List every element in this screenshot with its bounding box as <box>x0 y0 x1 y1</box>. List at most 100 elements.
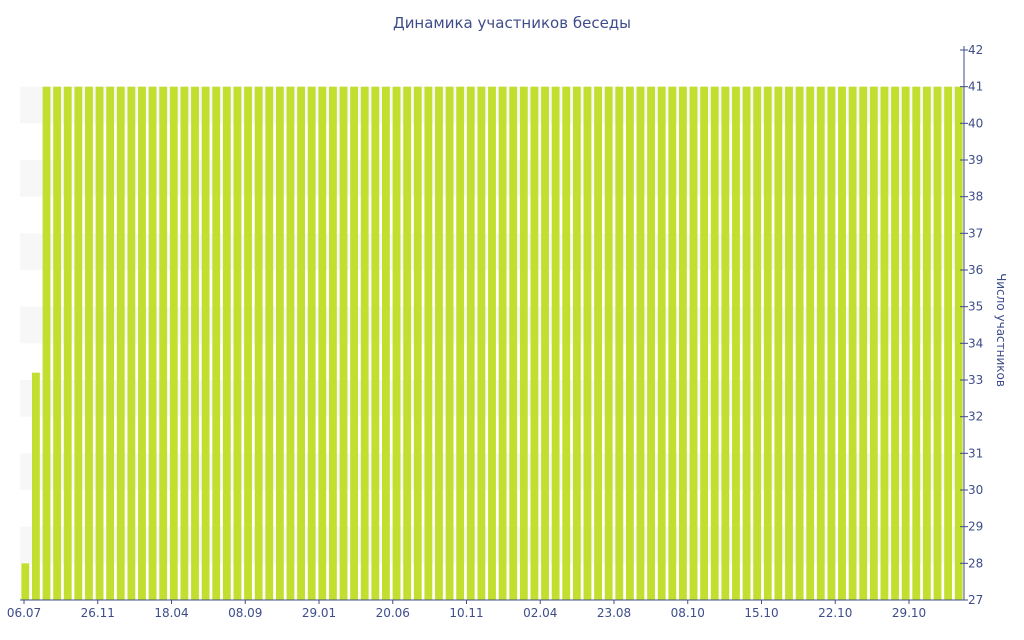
bar[interactable] <box>763 86 772 600</box>
bar[interactable] <box>668 86 677 600</box>
bar[interactable] <box>21 563 30 600</box>
bar[interactable] <box>265 86 274 600</box>
bar[interactable] <box>244 86 252 600</box>
bar[interactable] <box>742 86 751 600</box>
bar[interactable] <box>625 86 634 600</box>
bar[interactable] <box>848 86 857 600</box>
bar[interactable] <box>869 86 878 600</box>
bar[interactable] <box>403 86 412 600</box>
bar[interactable] <box>594 86 602 600</box>
bar[interactable] <box>488 86 496 600</box>
bar[interactable] <box>138 86 146 600</box>
bar[interactable] <box>191 86 199 600</box>
bar[interactable] <box>933 86 942 600</box>
bar[interactable] <box>551 86 560 600</box>
bar[interactable] <box>339 86 348 600</box>
bar[interactable] <box>222 86 231 600</box>
x-tick-label: 15.10 <box>744 606 778 620</box>
bar[interactable] <box>721 86 730 600</box>
bar[interactable] <box>456 86 465 600</box>
bar[interactable] <box>201 86 210 600</box>
bar[interactable] <box>774 86 783 600</box>
bar[interactable] <box>328 86 337 600</box>
bar[interactable] <box>583 86 592 600</box>
bar[interactable] <box>116 86 125 600</box>
bar[interactable] <box>700 86 709 600</box>
bar[interactable] <box>445 86 454 600</box>
bar[interactable] <box>159 86 168 600</box>
bar[interactable] <box>562 86 571 600</box>
bar[interactable] <box>31 372 40 600</box>
y-tick-label: 34 <box>968 336 983 350</box>
bar[interactable] <box>901 86 910 600</box>
bar[interactable] <box>530 86 539 600</box>
bar[interactable] <box>795 86 804 600</box>
bar[interactable] <box>806 86 815 600</box>
bar[interactable] <box>42 86 51 600</box>
bar[interactable] <box>318 86 327 600</box>
bar[interactable] <box>689 86 698 600</box>
bar[interactable] <box>657 86 666 600</box>
bar[interactable] <box>275 86 284 600</box>
bar[interactable] <box>647 86 656 600</box>
bar[interactable] <box>615 86 624 600</box>
bar[interactable] <box>106 86 115 600</box>
bar[interactable] <box>604 86 613 600</box>
bar[interactable] <box>477 86 486 600</box>
bar[interactable] <box>572 86 581 600</box>
bar[interactable] <box>424 86 433 600</box>
bar[interactable] <box>127 86 136 600</box>
bar[interactable] <box>710 86 719 600</box>
bar[interactable] <box>912 86 921 600</box>
bar[interactable] <box>498 86 507 600</box>
bar[interactable] <box>413 86 422 600</box>
bar[interactable] <box>95 86 104 600</box>
bar[interactable] <box>169 86 178 600</box>
bar[interactable] <box>435 86 443 600</box>
bar[interactable] <box>678 86 687 600</box>
bar[interactable] <box>85 86 93 600</box>
y-tick-label: 32 <box>968 410 983 424</box>
bar[interactable] <box>785 86 793 600</box>
bar[interactable] <box>286 86 295 600</box>
bar[interactable] <box>180 86 189 600</box>
bar[interactable] <box>636 86 645 600</box>
y-tick-label: 39 <box>968 153 983 167</box>
bar[interactable] <box>382 86 390 600</box>
bar[interactable] <box>732 86 740 600</box>
bar[interactable] <box>891 86 899 600</box>
bar[interactable] <box>827 86 836 600</box>
bar[interactable] <box>233 86 242 600</box>
bar[interactable] <box>360 86 369 600</box>
bar[interactable] <box>212 86 221 600</box>
bar[interactable] <box>307 86 316 600</box>
bar[interactable] <box>859 86 868 600</box>
bar[interactable] <box>148 86 157 600</box>
bar[interactable] <box>350 86 359 600</box>
bar[interactable] <box>74 86 83 600</box>
bar[interactable] <box>509 86 518 600</box>
bar[interactable] <box>392 86 401 600</box>
bars <box>21 86 963 600</box>
y-tick-label: 29 <box>968 520 983 534</box>
x-tick-label: 10.11 <box>449 606 483 620</box>
y-tick-label: 40 <box>968 116 983 130</box>
bar[interactable] <box>371 86 380 600</box>
bar[interactable] <box>753 86 762 600</box>
x-tick-label: 23.08 <box>597 606 631 620</box>
bar[interactable] <box>922 86 931 600</box>
bar[interactable] <box>63 86 72 600</box>
x-tick-label: 08.10 <box>671 606 705 620</box>
bar[interactable] <box>880 86 889 600</box>
bar[interactable] <box>519 86 528 600</box>
bar[interactable] <box>838 86 846 600</box>
bar[interactable] <box>53 86 62 600</box>
bar[interactable] <box>944 86 953 600</box>
bar[interactable] <box>466 86 475 600</box>
bar[interactable] <box>541 86 549 600</box>
bar[interactable] <box>297 86 306 600</box>
bar[interactable] <box>954 86 963 600</box>
bar[interactable] <box>254 86 263 600</box>
bar[interactable] <box>816 86 825 600</box>
